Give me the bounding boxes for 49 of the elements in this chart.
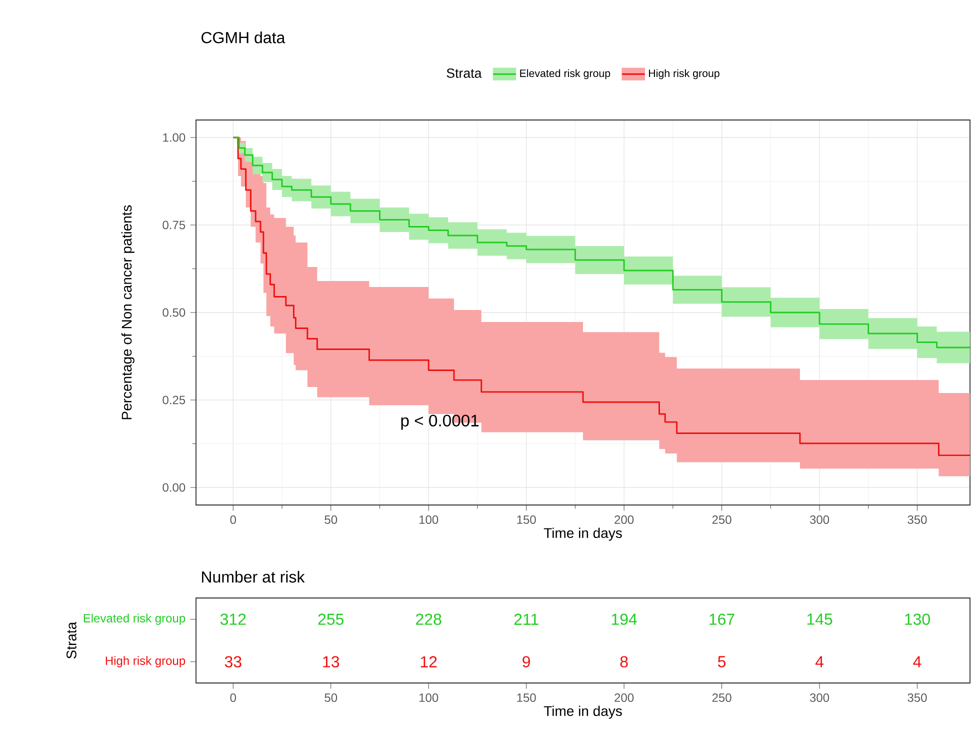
legend-title: Strata: [446, 68, 482, 78]
data-label: 145: [807, 614, 832, 625]
x-tick-label: 300: [810, 693, 830, 702]
data-label: 12: [420, 656, 437, 668]
x-tick-label: 50: [324, 515, 338, 524]
y-tick-label: 0.25: [162, 396, 186, 404]
y-axis-title: Strata: [66, 622, 76, 659]
x-axis-title: Time in days: [544, 706, 622, 719]
data-label: 5: [718, 656, 726, 668]
y-tick-label: 0.00: [162, 483, 186, 492]
data-label: 8: [620, 656, 628, 668]
x-tick-label: 100: [420, 515, 438, 524]
legend-label: Elevated risk group: [520, 69, 610, 80]
x-tick-label: 200: [614, 693, 634, 702]
data-label: 130: [905, 614, 930, 625]
x-tick-label: 350: [908, 693, 927, 702]
data-label: 194: [612, 614, 637, 625]
x-tick-label: 150: [517, 693, 536, 702]
data-label: 255: [318, 614, 344, 625]
data-label: 228: [416, 614, 442, 625]
x-tick-label: 50: [324, 693, 338, 702]
y-tick-label: 0.75: [162, 220, 186, 230]
y-tick-label: 1.00: [163, 133, 186, 142]
x-tick-label: 350: [908, 515, 927, 524]
y-tick-label: Elevated risk group: [84, 614, 186, 625]
x-tick-label: 200: [614, 515, 634, 524]
x-tick-label: 0: [230, 693, 236, 702]
x-axis-title: Time in days: [544, 528, 622, 541]
data-label: 9: [522, 656, 530, 668]
y-axis-title: Percentage of Non cancer patients: [121, 205, 134, 420]
y-tick-label: 0.50: [162, 308, 186, 317]
data-label: 167: [710, 614, 734, 625]
x-tick-label: 150: [517, 515, 536, 524]
data-label: 4: [913, 656, 922, 668]
x-tick-label: 0: [230, 515, 236, 524]
data-label: 13: [323, 656, 340, 668]
data-label: 312: [220, 614, 246, 625]
legend-label: High risk group: [649, 69, 720, 80]
annotation: p < 0.0001: [401, 414, 479, 430]
data-label: 211: [514, 614, 538, 625]
chart-title: Number at risk: [202, 570, 305, 583]
x-tick-label: 100: [420, 693, 438, 702]
y-tick-label: High risk group: [106, 656, 186, 668]
x-tick-label: 300: [810, 515, 830, 524]
x-tick-label: 250: [712, 693, 732, 702]
chart-title: CGMH data: [202, 32, 286, 44]
x-tick-label: 250: [712, 515, 732, 524]
data-label: 4: [815, 656, 824, 668]
data-label: 33: [224, 656, 242, 668]
